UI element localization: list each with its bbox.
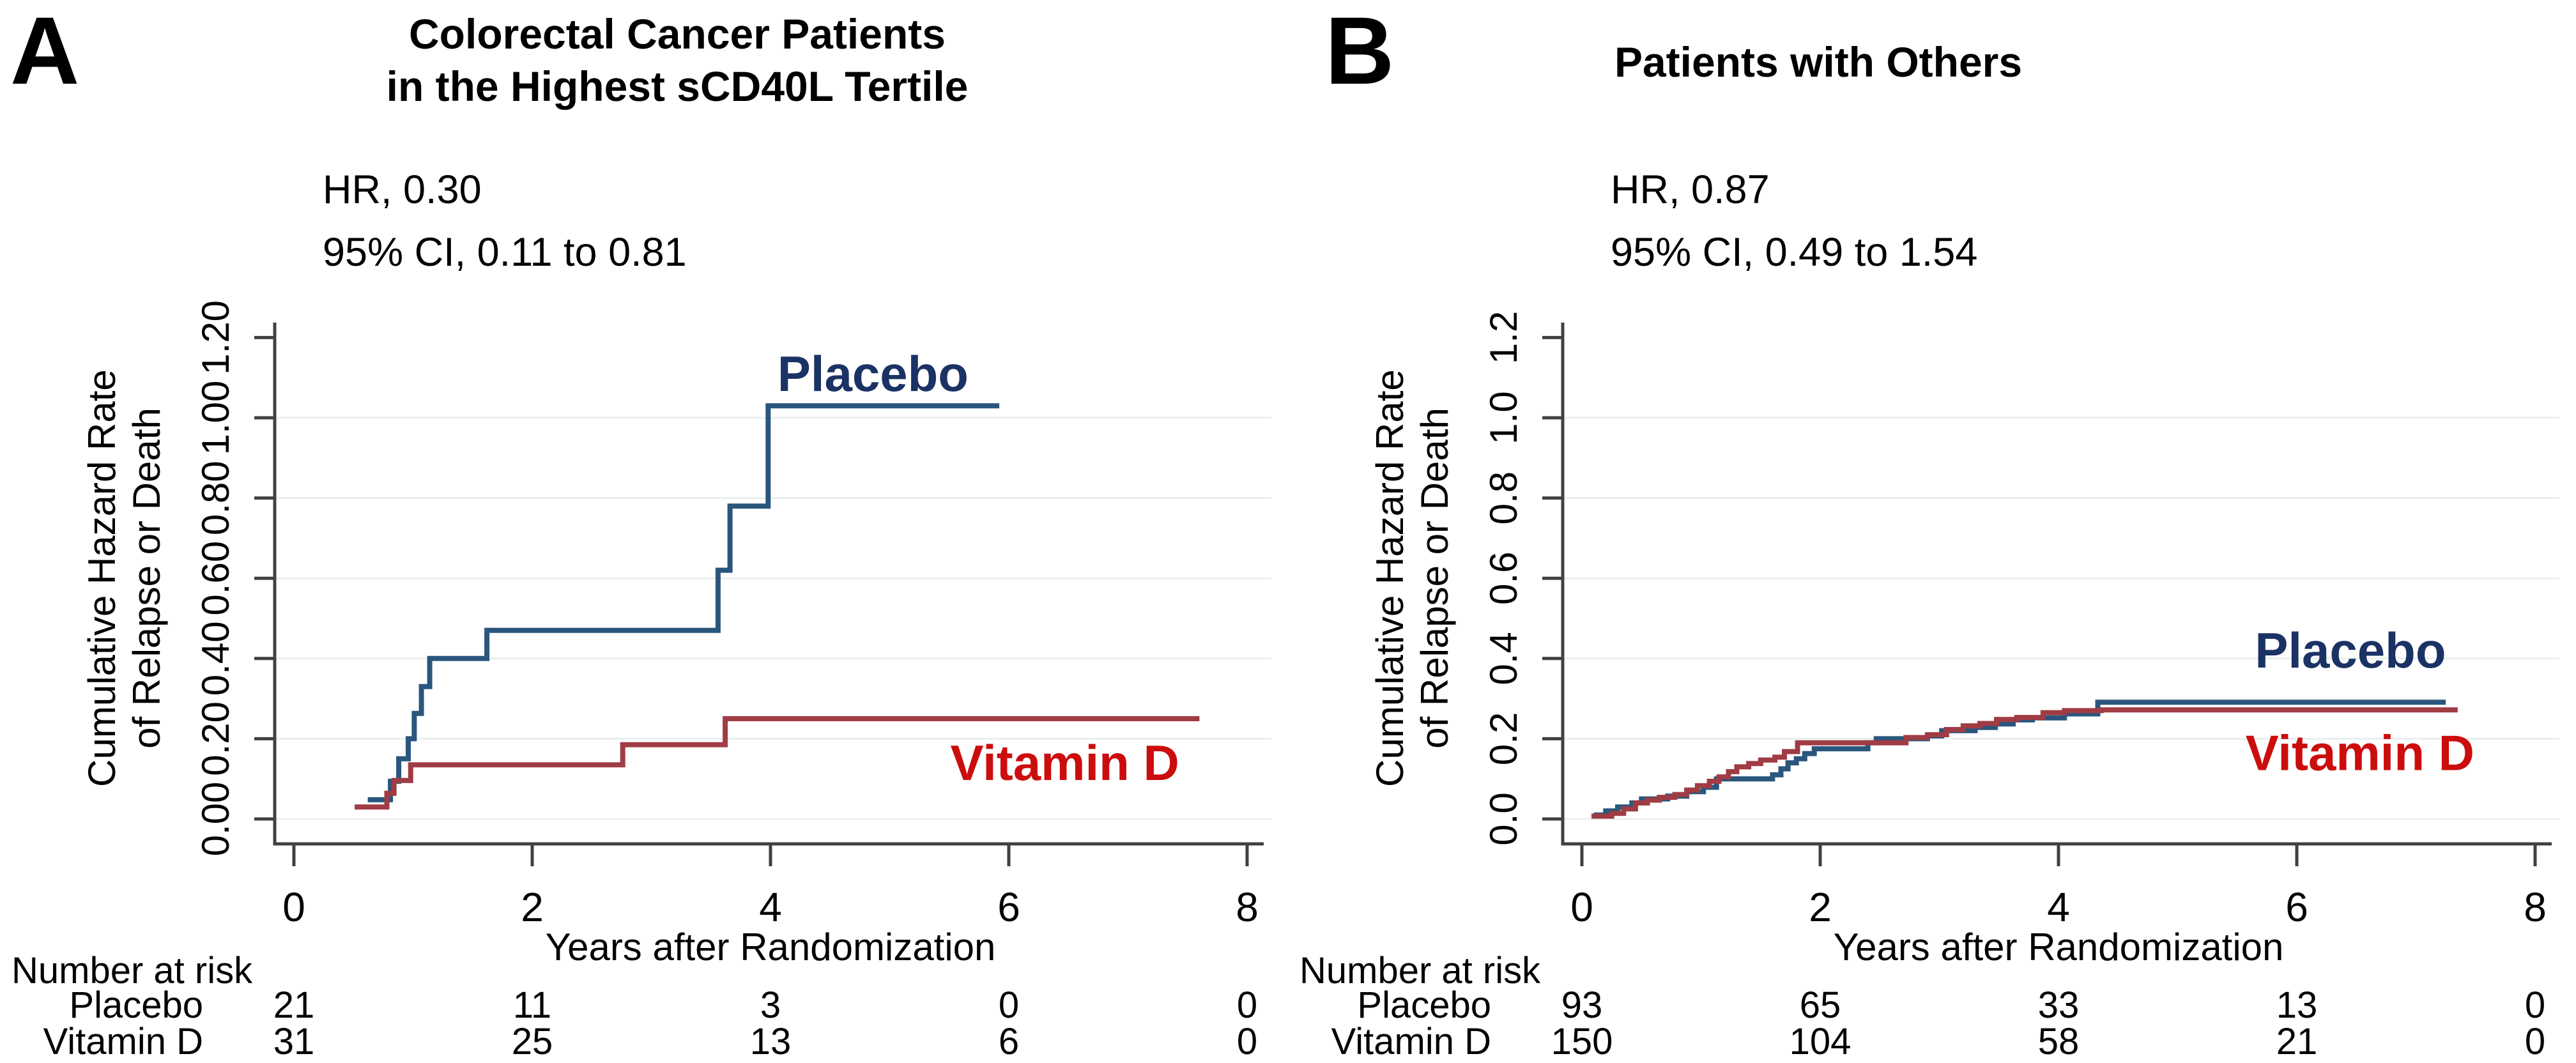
risk-value: 0 xyxy=(998,984,1020,1026)
risk-value: 33 xyxy=(2037,984,2080,1026)
panel-b: 0.0 0.2 0.4 0.6 0.8 1.0 1.2 0 2 4 6 8 Placebo Vitamin… xyxy=(1288,0,2576,1062)
curve-vitamin-d xyxy=(1591,707,2458,819)
panel-a-title-line2: in the Highest sCD40L Tertile xyxy=(386,63,969,110)
panel-a-hr-annotation: HR, 0.30 95% CI, 0.11 to 0.81 xyxy=(323,158,687,284)
x-tick-label: 2 xyxy=(521,884,544,930)
panel-a-risk-heading: Number at risk xyxy=(12,950,253,991)
panel-a-x-axis-title: Years after Randomization xyxy=(545,926,996,968)
panel-a-title-line1: Colorectal Cancer Patients xyxy=(409,10,946,57)
curve-label-vitamin-d: Vitamin D xyxy=(2246,724,2474,781)
curve-placebo xyxy=(367,403,1000,802)
y-tick-label: 1.2 xyxy=(1482,311,1525,364)
panel-a-letter: A xyxy=(10,0,80,104)
curve-label-placebo: Placebo xyxy=(2255,622,2446,678)
curve-vitamin-d xyxy=(355,716,1200,810)
panel-a-hr-value: HR, 0.30 xyxy=(323,167,482,212)
panel-b-y-axis-title: Cumulative Hazard Rate of Relapse or Dea… xyxy=(1368,369,1457,787)
panel-a-title: Colorectal Cancer Patients in the Highes… xyxy=(387,8,969,112)
panel-b-x-axis-title: Years after Randomization xyxy=(1833,926,2284,968)
panel-b-title-line1: Patients with Others xyxy=(1614,38,2023,86)
panel-b-y-axis-title-line1: Cumulative Hazard Rate xyxy=(1368,369,1411,787)
y-tick-label: 0.00 xyxy=(194,782,237,857)
y-tick-label: 0.80 xyxy=(194,461,237,535)
panel-a-y-axis-title-line1: Cumulative Hazard Rate xyxy=(80,369,123,787)
risk-value: 11 xyxy=(512,984,552,1026)
y-tick-label: 0.6 xyxy=(1482,551,1525,604)
y-tick-label: 0.2 xyxy=(1482,712,1525,765)
risk-value: 21 xyxy=(273,984,315,1026)
risk-value: 0 xyxy=(2524,984,2546,1026)
x-tick-label: 4 xyxy=(759,884,782,930)
plot-svg-a: 0.00 0.20 0.40 0.60 0.80 1.00 1.20 0 2 4 6 8 Placebo… xyxy=(194,300,1271,930)
risk-value: 6 xyxy=(998,1021,1020,1062)
panel-b-title: Patients with Others xyxy=(1614,36,2022,88)
risk-row-label-vitamin-d: Vitamin D xyxy=(43,1021,203,1062)
panel-b-hr-annotation: HR, 0.87 95% CI, 0.49 to 1.54 xyxy=(1611,158,1977,284)
x-tick-label: 8 xyxy=(2524,884,2547,930)
curve-label-vitamin-d: Vitamin D xyxy=(950,735,1179,791)
risk-value: 104 xyxy=(1789,1021,1851,1062)
panel-a: 0.00 0.20 0.40 0.60 0.80 1.00 1.20 0 2 4 6 8 Placebo… xyxy=(0,0,1288,1062)
risk-value: 150 xyxy=(1551,1021,1613,1062)
axis-line xyxy=(1561,323,2552,846)
risk-value: 13 xyxy=(749,1021,792,1062)
plot-svg-b: 0.0 0.2 0.4 0.6 0.8 1.0 1.2 0 2 4 6 8 Placebo Vitamin… xyxy=(1482,311,2559,930)
panel-b-hr-value: HR, 0.87 xyxy=(1611,167,1770,212)
x-tick-label: 0 xyxy=(282,884,305,930)
y-tick-label: 0.8 xyxy=(1482,471,1525,524)
risk-value: 0 xyxy=(2524,1021,2546,1062)
y-tick-label: 0.60 xyxy=(194,541,237,616)
risk-value: 3 xyxy=(760,984,781,1026)
x-tick-label: 0 xyxy=(1570,884,1593,930)
panel-b-y-axis-title-line2: of Relapse or Death xyxy=(1413,408,1456,749)
curve-label-placebo: Placebo xyxy=(778,346,969,402)
panel-b-risk-heading: Number at risk xyxy=(1300,950,1541,991)
y-tick-label: 0.4 xyxy=(1482,632,1525,685)
panel-a-y-axis-title-line2: of Relapse or Death xyxy=(125,408,168,749)
risk-row-label-vitamin-d: Vitamin D xyxy=(1331,1021,1491,1062)
panel-b-letter: B xyxy=(1325,0,1395,104)
risk-value: 13 xyxy=(2276,984,2318,1026)
x-tick-label: 8 xyxy=(1236,884,1259,930)
panel-a-ci-value: 95% CI, 0.11 to 0.81 xyxy=(323,230,687,275)
risk-value: 65 xyxy=(1799,984,1841,1026)
risk-value: 25 xyxy=(511,1021,553,1062)
y-tick-label: 0.0 xyxy=(1482,792,1525,845)
panel-a-y-axis-title: Cumulative Hazard Rate of Relapse or Dea… xyxy=(80,369,169,787)
x-tick-label: 6 xyxy=(997,884,1020,930)
panel-b-ci-value: 95% CI, 0.49 to 1.54 xyxy=(1611,230,1978,275)
axis-line xyxy=(273,323,1264,846)
risk-value: 21 xyxy=(2276,1021,2318,1062)
y-tick-label: 1.0 xyxy=(1482,391,1525,444)
risk-value: 0 xyxy=(1236,984,1258,1026)
y-tick-label: 1.20 xyxy=(194,300,237,375)
risk-value: 93 xyxy=(1561,984,1603,1026)
x-tick-label: 2 xyxy=(1809,884,1832,930)
y-tick-label: 0.20 xyxy=(194,701,237,776)
x-tick-label: 4 xyxy=(2047,884,2070,930)
risk-row-label-placebo: Placebo xyxy=(1357,984,1491,1026)
risk-value: 58 xyxy=(2037,1021,2080,1062)
y-tick-label: 0.40 xyxy=(194,621,237,696)
y-tick-label: 1.00 xyxy=(194,381,237,455)
risk-row-label-placebo: Placebo xyxy=(69,984,203,1026)
x-tick-label: 6 xyxy=(2285,884,2308,930)
risk-value: 31 xyxy=(273,1021,315,1062)
